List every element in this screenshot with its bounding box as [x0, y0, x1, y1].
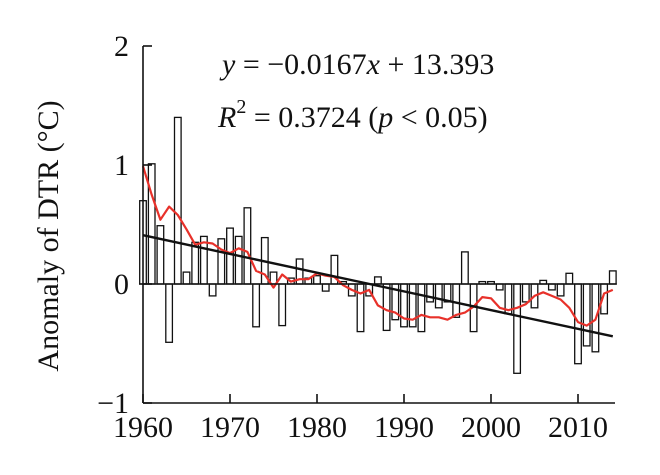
- bar-2003: [513, 283, 522, 374]
- trend-line: [142, 234, 614, 338]
- y-tick-label-1: 0: [114, 268, 129, 301]
- bar-1992: [417, 283, 426, 333]
- bar-1997: [460, 251, 469, 285]
- smoothed-line: [141, 165, 614, 327]
- line-layer: [141, 165, 614, 338]
- bar-2004: [521, 283, 530, 303]
- y-tick-label-3: 2: [114, 30, 129, 63]
- bar-2009: [565, 272, 574, 285]
- bar-1962: [156, 225, 165, 285]
- bar-1961: [147, 163, 156, 285]
- y-tick-label-0: −1: [97, 387, 129, 420]
- bar-1980: [313, 275, 321, 285]
- bar-1996: [452, 283, 461, 318]
- bar-2007: [547, 283, 556, 291]
- bar-1965: [182, 271, 191, 285]
- regression-equation: y = −0.0167x + 13.393: [219, 48, 494, 81]
- bar-1966: [191, 241, 200, 285]
- y-axis-title: Anomaly of DTR (°C): [32, 100, 65, 371]
- tick-labels: −1 0 1 2 1960 1970 1980 1990 2000 2010: [97, 30, 608, 444]
- y-tick-label-2: 1: [114, 149, 129, 182]
- bar-1972: [243, 207, 252, 285]
- bar-1971: [234, 235, 243, 285]
- x-tick-label-0: 1960: [113, 411, 173, 444]
- bar-2011: [582, 283, 591, 347]
- bar-1987: [373, 276, 382, 285]
- x-tick-label-2: 1980: [287, 411, 347, 444]
- r-squared-annotation: R2 = 0.3724 (p < 0.05): [217, 96, 488, 134]
- bar-1969: [217, 238, 226, 285]
- bar-2008: [556, 283, 565, 297]
- bar-series: [139, 116, 617, 374]
- x-tick-label-4: 2000: [461, 411, 521, 444]
- bar-1976: [278, 283, 287, 327]
- bar-1985: [356, 283, 365, 333]
- bar-1973: [252, 283, 261, 328]
- bar-1981: [321, 283, 330, 292]
- bar-1970: [226, 227, 234, 285]
- bar-1994: [434, 283, 443, 309]
- x-tick-label-5: 2010: [548, 411, 608, 444]
- x-tick-label-3: 1990: [374, 411, 434, 444]
- bar-1988: [382, 283, 391, 332]
- axes: [139, 45, 617, 404]
- bar-1993: [426, 283, 435, 303]
- x-tick-label-1: 1970: [200, 411, 260, 444]
- bar-1963: [165, 283, 174, 343]
- bar-2014: [608, 270, 617, 285]
- bar-1964: [173, 116, 182, 285]
- bar-2001: [495, 283, 504, 291]
- bar-1968: [208, 283, 217, 297]
